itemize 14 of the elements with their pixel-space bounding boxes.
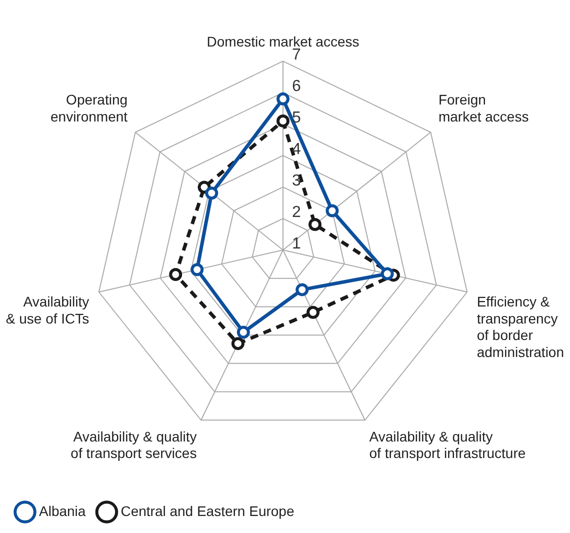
spoke-label: Availability & use of ICTs: [6, 294, 90, 326]
spoke-label: Availability & quality of transport services: [70, 428, 197, 462]
spoke-label: Efficiency & transparency of border administration: [476, 294, 564, 360]
spoke-label: Foreign market access: [438, 92, 529, 124]
y-tick-label: 5: [292, 110, 301, 127]
spoke-label: Operating environment: [50, 92, 128, 124]
spoke-label: Availability & quality of transport infrastructure: [369, 428, 526, 462]
y-tick-label: 1: [292, 235, 301, 252]
y-tick-label: 4: [292, 140, 301, 158]
legend-label: Central and Eastern Europe: [120, 502, 294, 519]
y-tick-label: 6: [292, 78, 301, 96]
y-tick-label: 3: [292, 172, 301, 190]
y-tick-label: 2: [292, 204, 301, 221]
legend-label: Albania: [39, 502, 86, 519]
